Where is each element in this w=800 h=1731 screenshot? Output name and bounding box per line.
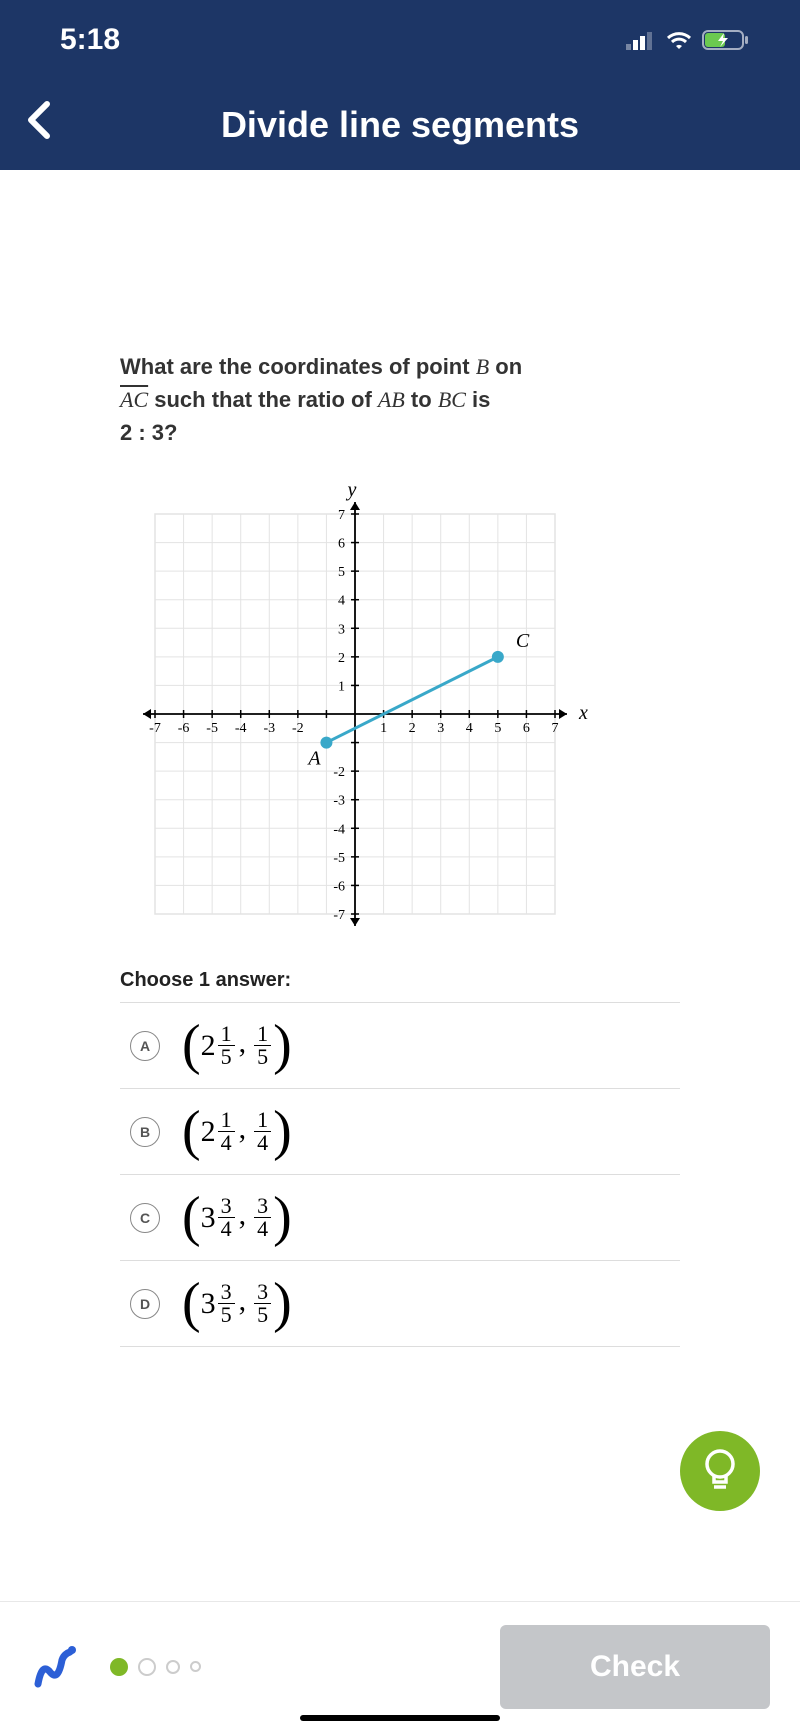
svg-text:6: 6 bbox=[523, 721, 530, 736]
choice-value: ( 334 , 34 ) bbox=[182, 1195, 292, 1240]
choice-value: ( 214 , 14 ) bbox=[182, 1109, 292, 1154]
svg-text:-3: -3 bbox=[263, 721, 275, 736]
q-ab: AB bbox=[378, 387, 405, 412]
status-bar: 5:18 bbox=[0, 0, 800, 80]
svg-text:-5: -5 bbox=[206, 721, 218, 736]
lightbulb-icon bbox=[700, 1446, 740, 1496]
progress-dot bbox=[190, 1661, 201, 1672]
svg-text:-6: -6 bbox=[333, 879, 345, 894]
svg-text:-7: -7 bbox=[333, 908, 345, 923]
q-bc: BC bbox=[438, 387, 466, 412]
q-text: is bbox=[466, 387, 490, 412]
svg-text:C: C bbox=[516, 630, 530, 652]
svg-text:-4: -4 bbox=[333, 822, 345, 837]
q-ratio: 2 : 3? bbox=[120, 420, 177, 445]
svg-text:-6: -6 bbox=[178, 721, 190, 736]
progress-dot bbox=[166, 1660, 180, 1674]
footer-bar: Check bbox=[0, 1601, 800, 1731]
home-indicator[interactable] bbox=[300, 1715, 500, 1721]
q-text: What are the coordinates of point bbox=[120, 354, 476, 379]
wifi-icon bbox=[664, 29, 694, 51]
status-icons bbox=[626, 28, 750, 52]
graph-container: -7 -6 -5 -4 -3 -2 1 2 3 4 5 6 7 -7 -6 -5 -4 -3 -2 1 2 3 4 5 6 7 x y… bbox=[120, 479, 680, 949]
hint-button[interactable] bbox=[680, 1431, 760, 1511]
svg-text:5: 5 bbox=[338, 565, 345, 580]
svg-text:-5: -5 bbox=[333, 851, 345, 866]
scratchpad-button[interactable] bbox=[30, 1642, 80, 1692]
q-text: to bbox=[405, 387, 438, 412]
q-text: such that the ratio of bbox=[148, 387, 378, 412]
svg-text:5: 5 bbox=[494, 721, 501, 736]
choices-list: A ( 215 , 15 ) B ( 214 , 14 ) C ( 334 , … bbox=[120, 1002, 680, 1347]
back-button[interactable] bbox=[25, 100, 53, 150]
svg-text:y: y bbox=[346, 479, 357, 501]
choice-value: ( 215 , 15 ) bbox=[182, 1023, 292, 1068]
choice-letter: A bbox=[130, 1031, 160, 1061]
progress-dots bbox=[110, 1658, 201, 1676]
choose-label: Choose 1 answer: bbox=[120, 969, 680, 992]
page-title: Divide line segments bbox=[20, 104, 780, 146]
choice-b[interactable]: B ( 214 , 14 ) bbox=[120, 1089, 680, 1175]
choice-letter: B bbox=[130, 1117, 160, 1147]
choice-a[interactable]: A ( 215 , 15 ) bbox=[120, 1003, 680, 1089]
check-button[interactable]: Check bbox=[500, 1625, 770, 1709]
choice-letter: D bbox=[130, 1289, 160, 1319]
svg-text:A: A bbox=[306, 748, 321, 770]
svg-text:1: 1 bbox=[338, 679, 345, 694]
svg-text:4: 4 bbox=[466, 721, 473, 736]
choice-c[interactable]: C ( 334 , 34 ) bbox=[120, 1175, 680, 1261]
q-text: on bbox=[489, 354, 522, 379]
svg-text:-4: -4 bbox=[235, 721, 247, 736]
svg-text:x: x bbox=[578, 702, 588, 724]
status-time: 5:18 bbox=[60, 23, 120, 57]
svg-text:1: 1 bbox=[380, 721, 387, 736]
svg-text:7: 7 bbox=[552, 721, 559, 736]
choice-letter: C bbox=[130, 1203, 160, 1233]
choice-value: ( 335 , 35 ) bbox=[182, 1281, 292, 1326]
battery-icon bbox=[702, 28, 750, 52]
svg-text:-2: -2 bbox=[333, 765, 345, 780]
q-point-b: B bbox=[476, 354, 489, 379]
signal-icon bbox=[626, 30, 656, 50]
svg-text:7: 7 bbox=[338, 508, 345, 523]
svg-text:2: 2 bbox=[338, 651, 345, 666]
svg-text:2: 2 bbox=[409, 721, 416, 736]
header: Divide line segments bbox=[0, 80, 800, 170]
choice-d[interactable]: D ( 335 , 35 ) bbox=[120, 1261, 680, 1347]
svg-text:6: 6 bbox=[338, 537, 345, 552]
question-text: What are the coordinates of point B on A… bbox=[120, 350, 680, 449]
svg-text:3: 3 bbox=[338, 622, 345, 637]
svg-text:4: 4 bbox=[338, 594, 345, 609]
svg-text:3: 3 bbox=[437, 721, 444, 736]
q-segment-ac: AC bbox=[120, 387, 148, 412]
progress-dot-current bbox=[110, 1658, 128, 1676]
content-area: What are the coordinates of point B on A… bbox=[0, 170, 800, 1347]
coordinate-graph: -7 -6 -5 -4 -3 -2 1 2 3 4 5 6 7 -7 -6 -5 -4 -3 -2 1 2 3 4 5 6 7 x y… bbox=[120, 479, 590, 949]
svg-text:-3: -3 bbox=[333, 794, 345, 809]
svg-text:-2: -2 bbox=[292, 721, 304, 736]
progress-dot bbox=[138, 1658, 156, 1676]
svg-text:-7: -7 bbox=[149, 721, 161, 736]
